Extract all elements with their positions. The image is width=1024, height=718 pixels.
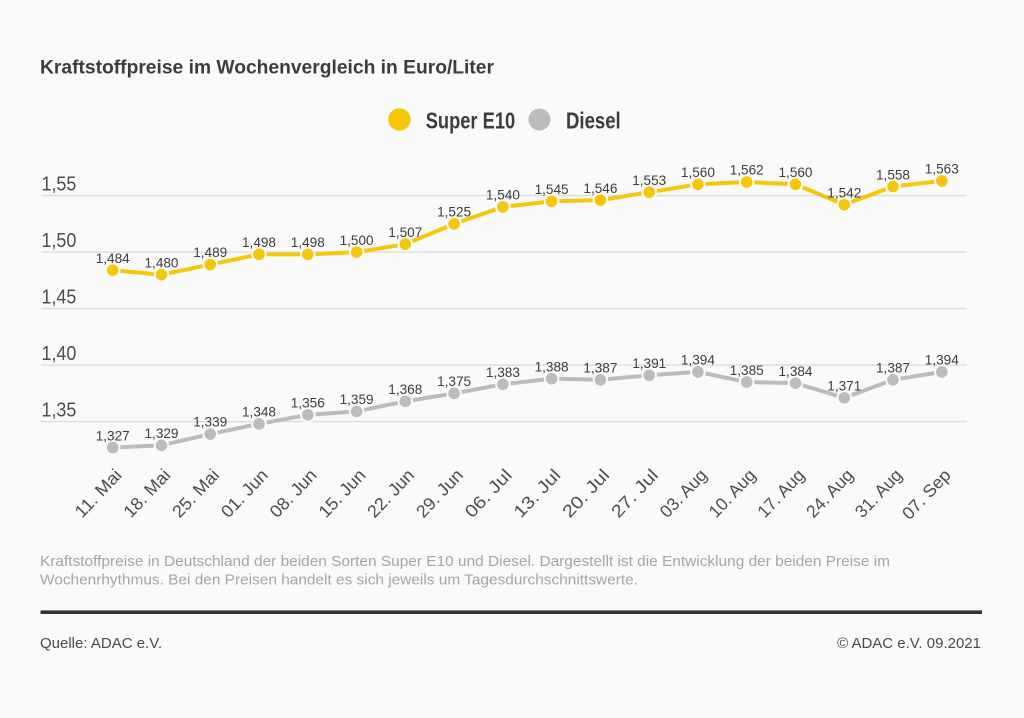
svg-text:1,560: 1,560 bbox=[779, 165, 813, 181]
svg-text:1,558: 1,558 bbox=[876, 167, 910, 183]
svg-text:1,546: 1,546 bbox=[583, 181, 617, 197]
svg-text:Diesel: Diesel bbox=[566, 108, 621, 134]
svg-text:1,385: 1,385 bbox=[730, 363, 764, 379]
svg-text:Quelle: ADAC e.V.: Quelle: ADAC e.V. bbox=[40, 635, 162, 652]
svg-text:© ADAC e.V. 09.2021: © ADAC e.V. 09.2021 bbox=[837, 635, 981, 652]
svg-text:1,562: 1,562 bbox=[730, 163, 764, 179]
svg-text:1,40: 1,40 bbox=[42, 343, 77, 365]
svg-text:1,45: 1,45 bbox=[42, 286, 77, 308]
svg-text:1,359: 1,359 bbox=[340, 392, 374, 408]
svg-text:1,384: 1,384 bbox=[779, 364, 813, 380]
svg-text:1,339: 1,339 bbox=[193, 415, 227, 431]
svg-text:Kraftstoffpreise im Wochenverg: Kraftstoffpreise im Wochenvergleich in E… bbox=[40, 57, 494, 79]
svg-text:Kraftstoffpreise in Deutschlan: Kraftstoffpreise in Deutschland der beid… bbox=[40, 553, 890, 570]
svg-text:1,356: 1,356 bbox=[291, 396, 325, 412]
svg-text:1,484: 1,484 bbox=[96, 251, 130, 267]
svg-text:1,368: 1,368 bbox=[388, 382, 422, 398]
svg-text:1,348: 1,348 bbox=[242, 405, 276, 421]
svg-text:1,540: 1,540 bbox=[486, 188, 520, 204]
svg-text:1,391: 1,391 bbox=[632, 356, 666, 372]
svg-text:1,507: 1,507 bbox=[388, 225, 422, 241]
svg-text:Super E10: Super E10 bbox=[426, 108, 516, 134]
svg-text:1,500: 1,500 bbox=[340, 233, 374, 249]
svg-text:1,329: 1,329 bbox=[145, 426, 179, 442]
svg-text:1,35: 1,35 bbox=[42, 399, 77, 421]
svg-text:Wochenrhythmus. Bei den Preise: Wochenrhythmus. Bei den Preisen handelt … bbox=[40, 571, 638, 588]
svg-text:1,489: 1,489 bbox=[193, 245, 227, 261]
svg-text:1,480: 1,480 bbox=[145, 255, 179, 271]
svg-text:1,525: 1,525 bbox=[437, 205, 471, 221]
svg-text:1,387: 1,387 bbox=[583, 360, 617, 376]
svg-text:1,394: 1,394 bbox=[681, 353, 715, 369]
svg-text:1,553: 1,553 bbox=[632, 173, 666, 189]
svg-text:1,498: 1,498 bbox=[291, 235, 325, 251]
svg-text:1,375: 1,375 bbox=[437, 374, 471, 390]
svg-text:1,498: 1,498 bbox=[242, 235, 276, 251]
svg-text:1,50: 1,50 bbox=[42, 230, 77, 252]
svg-text:1,55: 1,55 bbox=[42, 173, 77, 195]
svg-text:1,563: 1,563 bbox=[925, 162, 959, 178]
svg-text:1,327: 1,327 bbox=[96, 428, 130, 444]
svg-text:1,371: 1,371 bbox=[827, 379, 861, 395]
svg-text:1,383: 1,383 bbox=[486, 365, 520, 381]
svg-text:1,394: 1,394 bbox=[925, 353, 959, 369]
svg-text:1,387: 1,387 bbox=[876, 360, 910, 376]
svg-text:1,388: 1,388 bbox=[535, 359, 569, 375]
svg-text:1,542: 1,542 bbox=[827, 185, 861, 201]
svg-text:1,545: 1,545 bbox=[535, 182, 569, 198]
svg-text:1,560: 1,560 bbox=[681, 165, 715, 181]
